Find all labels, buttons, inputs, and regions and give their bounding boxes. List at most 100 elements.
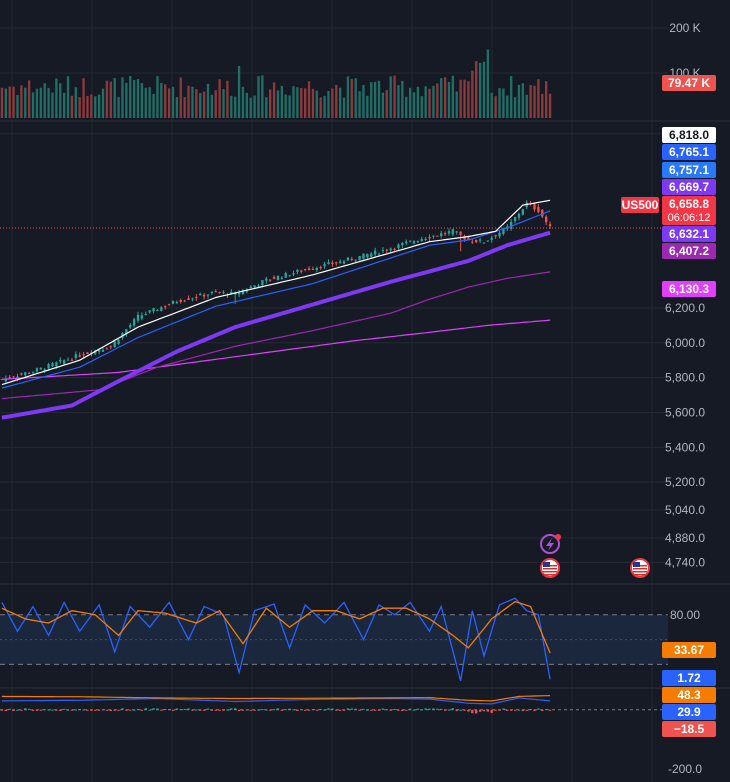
osc-histogram-bar — [269, 709, 272, 711]
candle-body — [20, 373, 23, 375]
volume-bar — [327, 90, 330, 118]
volume-bar — [175, 97, 179, 118]
volume-bar — [237, 65, 241, 118]
osc-histogram-bar — [31, 709, 35, 711]
osc-axis-label: -200.0 — [668, 762, 702, 776]
candle-body — [436, 235, 439, 237]
candle-body — [405, 241, 408, 244]
osc-tag-bg — [662, 687, 716, 703]
candle-body — [269, 279, 272, 281]
volume-bar — [459, 79, 462, 118]
osc-histogram-bar — [408, 708, 412, 710]
volume-bar — [358, 91, 361, 118]
osc-histogram-bar — [206, 708, 210, 710]
volume-bar — [517, 84, 521, 118]
osc-histogram-bar — [152, 708, 155, 710]
osc-histogram-bar — [533, 709, 536, 712]
candle-body — [39, 367, 42, 370]
volume-bar — [222, 89, 225, 118]
volume-bar — [101, 88, 105, 118]
volume-bar — [51, 92, 54, 118]
osc-histogram-bar — [362, 708, 365, 710]
volume-bar — [144, 87, 147, 118]
osc-histogram-bar — [140, 709, 144, 711]
candle-body — [249, 286, 252, 289]
symbol-tag: US500 — [621, 197, 659, 213]
osc-histogram-bar — [510, 709, 513, 711]
volume-bar — [548, 93, 552, 118]
osc-histogram-bar — [47, 709, 50, 711]
candle-body — [311, 268, 315, 270]
volume-bar — [210, 94, 214, 118]
candle-body — [230, 291, 233, 294]
osc-histogram-bar — [164, 709, 167, 711]
candle-body — [517, 213, 521, 218]
volume-bar — [70, 95, 74, 118]
volume-bar — [412, 92, 416, 118]
volume-bar — [533, 85, 536, 118]
last-price-tag-bg — [662, 196, 716, 225]
candle-body — [323, 264, 326, 267]
osc-histogram-bar — [393, 708, 396, 710]
candle-body — [412, 241, 416, 244]
volume-bar — [494, 96, 497, 118]
osc-histogram-bar — [280, 709, 283, 711]
volume-bar — [338, 87, 342, 118]
volume-bar — [109, 81, 112, 118]
candle-body — [156, 310, 159, 312]
volume-bar — [342, 97, 346, 118]
candle-body — [447, 231, 451, 234]
volume-bar — [300, 88, 303, 118]
volume-pane — [0, 49, 552, 118]
volume-bar — [78, 97, 81, 118]
candle-body — [475, 239, 478, 243]
volume-bar — [199, 93, 202, 118]
osc-histogram-bar — [230, 708, 233, 710]
osc-histogram-bar — [90, 709, 93, 711]
volume-bar — [315, 90, 318, 118]
osc-histogram-bar — [121, 708, 124, 710]
candle-body — [51, 363, 54, 367]
volume-bar — [288, 95, 291, 118]
volume-bar — [451, 75, 455, 118]
candle-body — [35, 368, 39, 372]
osc-histogram-bar — [55, 709, 58, 711]
price-tag-bg — [662, 243, 716, 259]
osc-histogram-bar — [529, 709, 532, 711]
candle-body — [167, 304, 171, 306]
volume-bar — [408, 87, 412, 118]
osc-histogram-bar — [94, 709, 97, 711]
osc-histogram-bar — [20, 709, 23, 711]
volume-bar — [397, 85, 400, 118]
candle-body — [416, 240, 420, 243]
osc-histogram-bar — [245, 709, 249, 711]
candle-body — [210, 291, 214, 294]
volume-bar — [311, 88, 315, 118]
volume-bar — [31, 92, 35, 118]
candle-body — [113, 341, 116, 348]
price-tag: 6,757.1 — [669, 163, 709, 177]
candle-body — [55, 362, 58, 367]
candle-body — [548, 224, 552, 227]
ma-blue-line — [1, 210, 551, 389]
volume-bar — [140, 83, 144, 118]
candle-body — [152, 308, 155, 312]
candle-body — [335, 262, 338, 264]
volume-bar — [478, 62, 482, 118]
volume-bar — [171, 86, 175, 118]
osc-histogram-bar — [338, 709, 342, 711]
candle-body — [401, 242, 404, 246]
osc-histogram-bar — [389, 709, 392, 711]
volume-bar — [463, 79, 466, 118]
osc-histogram-bar — [303, 709, 307, 711]
volume-bar — [335, 84, 338, 118]
volume-bar — [191, 86, 194, 118]
osc-histogram-bar — [331, 708, 334, 710]
candle-body — [319, 267, 322, 269]
candle-body — [105, 348, 109, 350]
osc-histogram-bar — [179, 709, 182, 711]
osc-histogram-bar — [315, 709, 318, 711]
candle-body — [214, 291, 217, 293]
osc-histogram-bar — [171, 709, 175, 711]
